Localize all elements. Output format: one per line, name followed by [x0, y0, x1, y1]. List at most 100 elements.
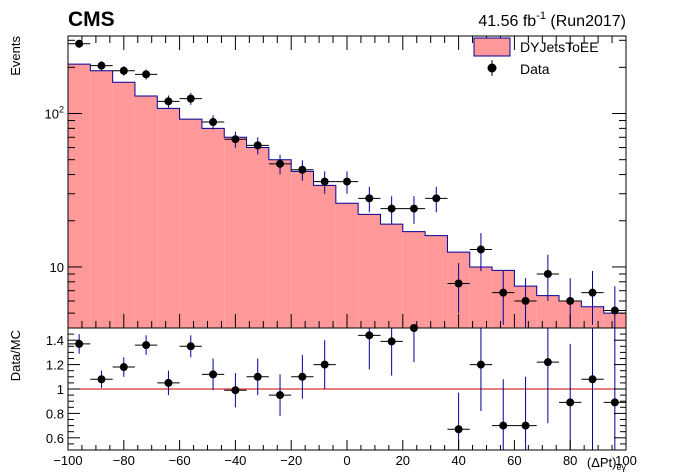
ratio-xtick-label: −60 — [169, 453, 191, 468]
ratio-point — [201, 358, 225, 391]
mc-bin — [268, 159, 292, 328]
data-point — [68, 39, 91, 48]
ratio-marker — [365, 331, 374, 340]
ratio-ytick-label: 0.6 — [46, 431, 64, 446]
ratio-point — [536, 328, 560, 424]
ratio-ytick-label: 1.2 — [46, 358, 64, 373]
ratio-marker — [75, 339, 84, 348]
ratio-ytick-label: 1.4 — [46, 333, 64, 348]
data-marker — [186, 94, 195, 103]
data-point — [179, 92, 202, 105]
data-point — [335, 171, 359, 194]
data-marker — [432, 194, 441, 203]
mc-bin — [536, 295, 560, 328]
ratio-point — [469, 328, 493, 411]
ratio-marker — [387, 337, 396, 346]
ratio-point — [514, 376, 537, 450]
mc-bin — [425, 235, 448, 328]
ratio-ytick-label: 1 — [57, 382, 64, 397]
ratio-marker — [119, 363, 128, 372]
ratio-point — [409, 324, 418, 363]
mc-bin — [469, 266, 493, 328]
data-point — [201, 115, 225, 130]
data-marker — [566, 296, 575, 305]
mc-bin — [90, 70, 113, 328]
ratio-point — [112, 357, 135, 377]
experiment-label: CMS — [68, 8, 115, 31]
ratio-plot: −100 −80 −60 −40 −20 0 20 40 60 80 100 0.6 0.8 1 1.2 1.… — [8, 324, 637, 472]
data-point — [112, 66, 135, 76]
data-marker — [543, 269, 552, 278]
ratio-marker — [276, 391, 285, 400]
data-point — [447, 263, 470, 314]
main-y-axis-title: Events — [8, 36, 23, 76]
ratio-point — [90, 370, 113, 388]
mc-bin — [112, 82, 135, 328]
data-point — [514, 278, 537, 328]
ratio-ytick-label: 0.8 — [46, 406, 64, 421]
data-marker — [454, 279, 463, 288]
ratio-marker — [320, 360, 329, 369]
ratio-point — [68, 334, 91, 354]
data-point — [246, 137, 269, 155]
ratio-point — [313, 340, 336, 389]
ratio-xtick-label: 80 — [563, 453, 577, 468]
luminosity-label: 41.56 fb-1 (Run2017) — [478, 10, 626, 30]
data-marker — [164, 97, 173, 106]
mc-bin — [291, 171, 314, 328]
mc-bin — [335, 203, 359, 328]
ratio-point — [559, 343, 582, 450]
main-ytick-label: 10 — [50, 260, 64, 275]
data-point — [380, 196, 403, 224]
mc-bin — [179, 119, 202, 329]
ratio-marker — [97, 375, 106, 384]
data-point — [492, 271, 515, 325]
data-point — [402, 196, 426, 224]
data-point — [157, 95, 180, 108]
mc-bin — [224, 137, 247, 328]
ratio-marker — [476, 360, 485, 369]
data-marker — [387, 204, 396, 213]
ratio-point — [268, 374, 292, 416]
ratio-marker — [454, 425, 463, 434]
mc-bin — [313, 185, 336, 328]
data-marker — [209, 118, 218, 127]
main-ytick-label: 102 — [45, 105, 64, 122]
ratio-point — [581, 328, 604, 450]
data-marker — [476, 245, 485, 254]
ratio-marker — [521, 421, 530, 430]
data-marker — [298, 165, 307, 174]
mc-bin — [157, 108, 180, 329]
data-point — [536, 254, 560, 301]
data-marker — [320, 177, 329, 186]
ratio-marker — [588, 375, 597, 384]
ratio-marker — [253, 372, 262, 381]
data-marker — [276, 159, 285, 168]
ratio-point — [179, 335, 202, 358]
legend: DYJetsToEE Data — [473, 37, 599, 77]
data-marker — [499, 288, 508, 297]
ratio-marker — [231, 386, 240, 395]
ratio-marker — [186, 342, 195, 351]
data-marker — [253, 141, 262, 150]
data-point — [313, 171, 336, 194]
data-point — [268, 154, 292, 175]
ratio-point — [224, 373, 247, 408]
data-point — [469, 233, 493, 272]
ratio-point — [291, 354, 314, 399]
ratio-points — [68, 324, 626, 450]
ratio-marker — [566, 398, 575, 407]
data-marker — [75, 39, 84, 48]
ratio-y-axis-title: Data/MC — [8, 330, 23, 381]
mc-histogram — [68, 63, 626, 329]
ratio-point — [134, 335, 158, 355]
mc-outline — [68, 63, 626, 314]
data-marker — [343, 177, 351, 186]
data-point — [90, 61, 113, 71]
mc-bin — [68, 64, 91, 329]
data-point — [134, 69, 158, 80]
mc-bin — [246, 147, 269, 328]
data-point — [581, 271, 604, 325]
ratio-point — [492, 379, 515, 450]
data-marker — [97, 61, 106, 70]
